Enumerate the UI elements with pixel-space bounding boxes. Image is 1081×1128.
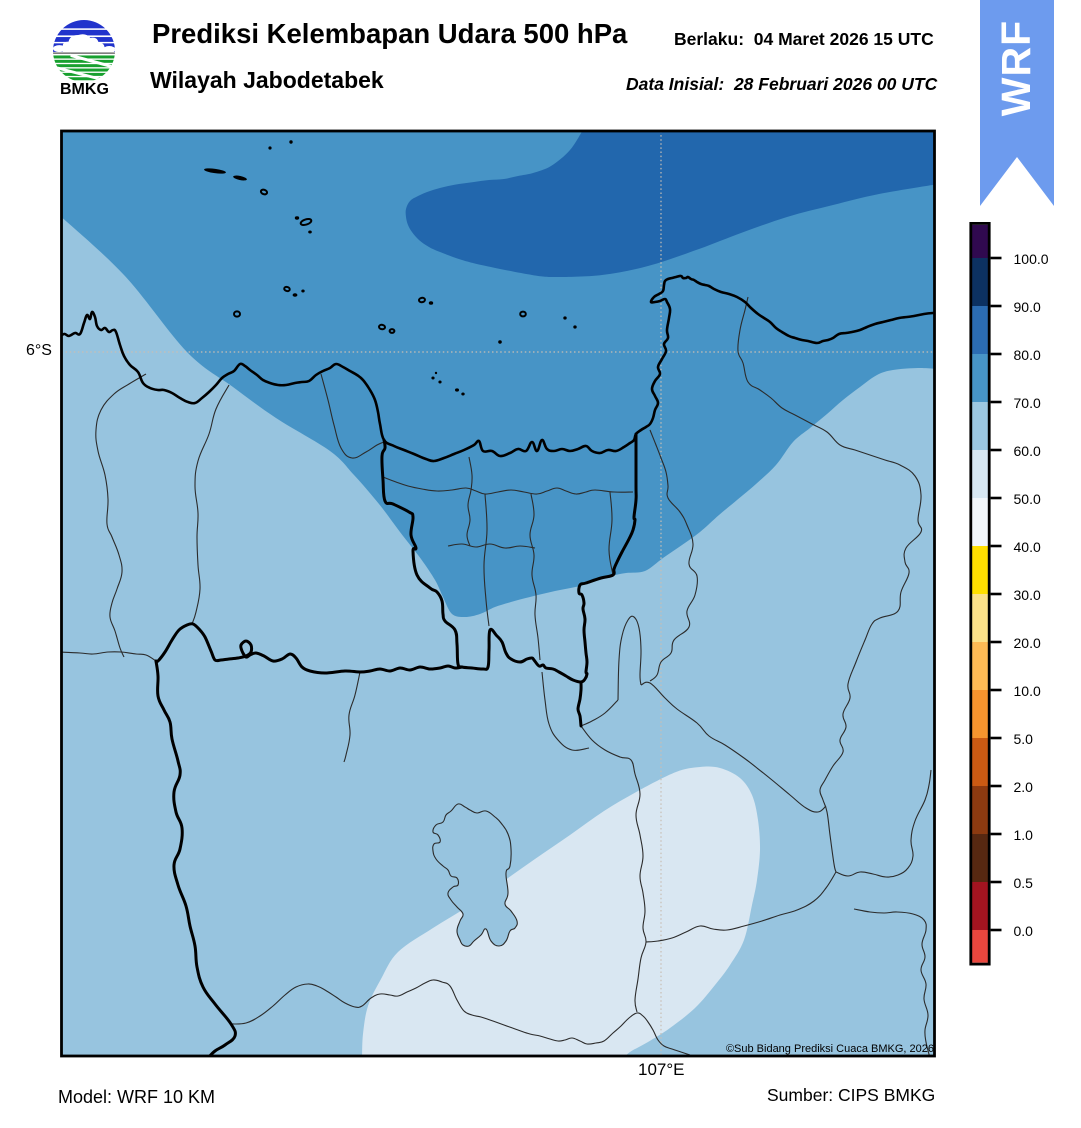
svg-text:©Sub Bidang Prediksi Cuaca BMK: ©Sub Bidang Prediksi Cuaca BMKG, 2026 (726, 1043, 934, 1055)
svg-text:30.0: 30.0 (1014, 587, 1041, 603)
svg-text:100.0: 100.0 (1014, 251, 1049, 267)
svg-text:40.0: 40.0 (1014, 539, 1041, 555)
svg-text:1.0: 1.0 (1014, 827, 1034, 843)
svg-text:60.0: 60.0 (1014, 443, 1041, 459)
svg-text:20.0: 20.0 (1014, 635, 1041, 651)
svg-text:0.5: 0.5 (1014, 875, 1034, 891)
svg-text:80.0: 80.0 (1014, 347, 1041, 363)
svg-text:70.0: 70.0 (1014, 395, 1041, 411)
svg-text:50.0: 50.0 (1014, 491, 1041, 507)
svg-text:10.0: 10.0 (1014, 683, 1041, 699)
svg-text:WRF: WRF (993, 20, 1039, 116)
svg-text:90.0: 90.0 (1014, 299, 1041, 315)
svg-text:2.0: 2.0 (1014, 779, 1034, 795)
svg-text:0.0: 0.0 (1014, 923, 1034, 939)
svg-text:5.0: 5.0 (1014, 731, 1034, 747)
